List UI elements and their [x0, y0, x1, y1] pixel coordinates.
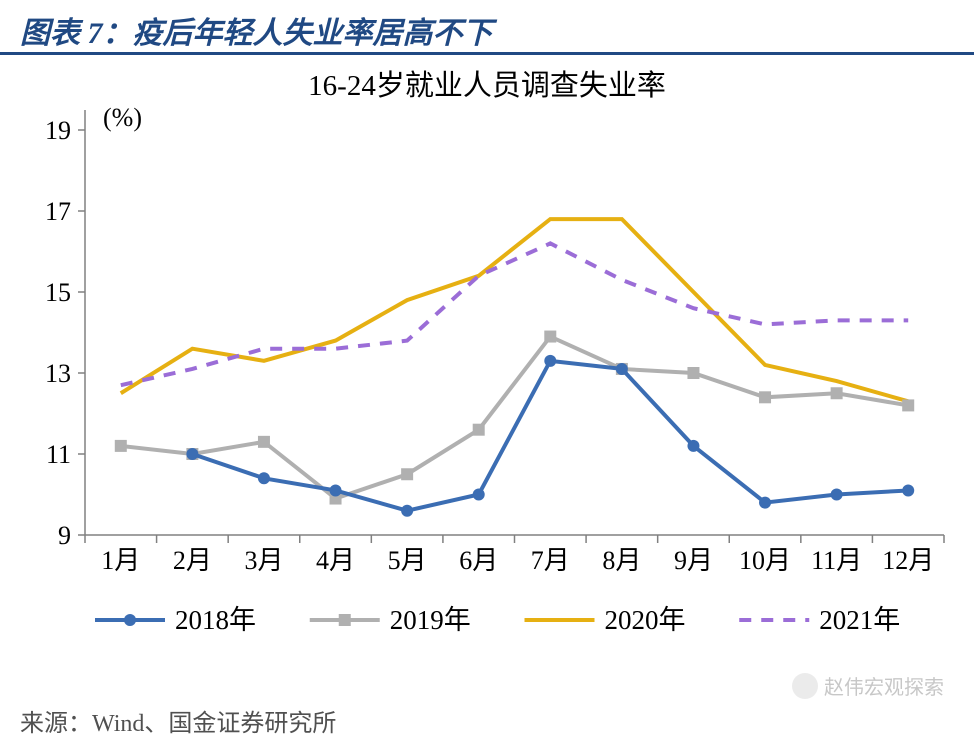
- y-unit-label: (%): [103, 103, 142, 132]
- series-marker: [473, 424, 485, 436]
- series-marker: [401, 505, 413, 517]
- series-marker: [115, 440, 127, 452]
- x-tick-label: 12月: [882, 546, 934, 575]
- legend-marker: [339, 614, 351, 626]
- series-marker: [544, 355, 556, 367]
- series-marker: [687, 440, 699, 452]
- chart-title: 16-24岁就业人员调查失业率: [308, 69, 666, 102]
- y-tick-label: 9: [58, 521, 71, 550]
- y-tick-label: 15: [45, 278, 71, 307]
- y-tick-label: 17: [45, 197, 71, 226]
- x-tick-label: 8月: [602, 546, 641, 575]
- series-marker: [258, 472, 270, 484]
- x-tick-label: 10月: [739, 546, 791, 575]
- page-root: 图表 7：疫后年轻人失业率居高不下 16-24岁就业人员调查失业率(%)9111…: [0, 0, 974, 750]
- series-marker: [258, 436, 270, 448]
- legend-label: 2021年: [819, 605, 900, 635]
- x-tick-label: 5月: [388, 546, 427, 575]
- series-marker: [330, 484, 342, 496]
- x-tick-label: 2月: [173, 546, 212, 575]
- y-tick-label: 19: [45, 116, 71, 145]
- series-marker: [759, 497, 771, 509]
- legend-label: 2019年: [390, 605, 471, 635]
- y-tick-label: 11: [46, 440, 71, 469]
- series-marker: [687, 367, 699, 379]
- series-marker: [473, 489, 485, 501]
- legend-label: 2020年: [605, 605, 686, 635]
- x-tick-label: 6月: [459, 546, 498, 575]
- series-marker: [401, 468, 413, 480]
- series-marker: [759, 391, 771, 403]
- x-tick-label: 3月: [244, 546, 283, 575]
- series-marker: [616, 363, 628, 375]
- x-tick-label: 4月: [316, 546, 355, 575]
- x-tick-label: 1月: [101, 546, 140, 575]
- chart-area: 16-24岁就业人员调查失业率 (%) 9 11 13 15 17 19 1月 2月 3月 4月 5月 6…: [0, 60, 974, 680]
- series-marker: [186, 448, 198, 460]
- legend-marker: [124, 614, 136, 626]
- series-marker: [831, 489, 843, 501]
- series-marker: [544, 331, 556, 343]
- watermark-text: 赵伟宏观探索: [824, 671, 944, 700]
- header-underline: [0, 52, 974, 55]
- legend-label: 2018年: [175, 605, 256, 635]
- x-tick-label: 7月: [531, 546, 570, 575]
- watermark-icon: [792, 673, 818, 699]
- y-tick-label: 13: [45, 359, 71, 388]
- chart-svg: 16-24岁就业人员调查失业率 (%) 9 11 13 15 17 19 1月 2月 3月 4月 5月 6…: [0, 60, 974, 680]
- watermark: 赵伟宏观探索: [792, 671, 944, 700]
- x-tick-label: 9月: [674, 546, 713, 575]
- source-footer: 来源：Wind、国金证券研究所: [20, 703, 336, 738]
- x-tick-label: 11月: [811, 546, 862, 575]
- series-marker: [902, 399, 914, 411]
- series-marker: [831, 387, 843, 399]
- chart-header-title: 图表 7：疫后年轻人失业率居高不下: [20, 8, 954, 58]
- series-marker: [902, 484, 914, 496]
